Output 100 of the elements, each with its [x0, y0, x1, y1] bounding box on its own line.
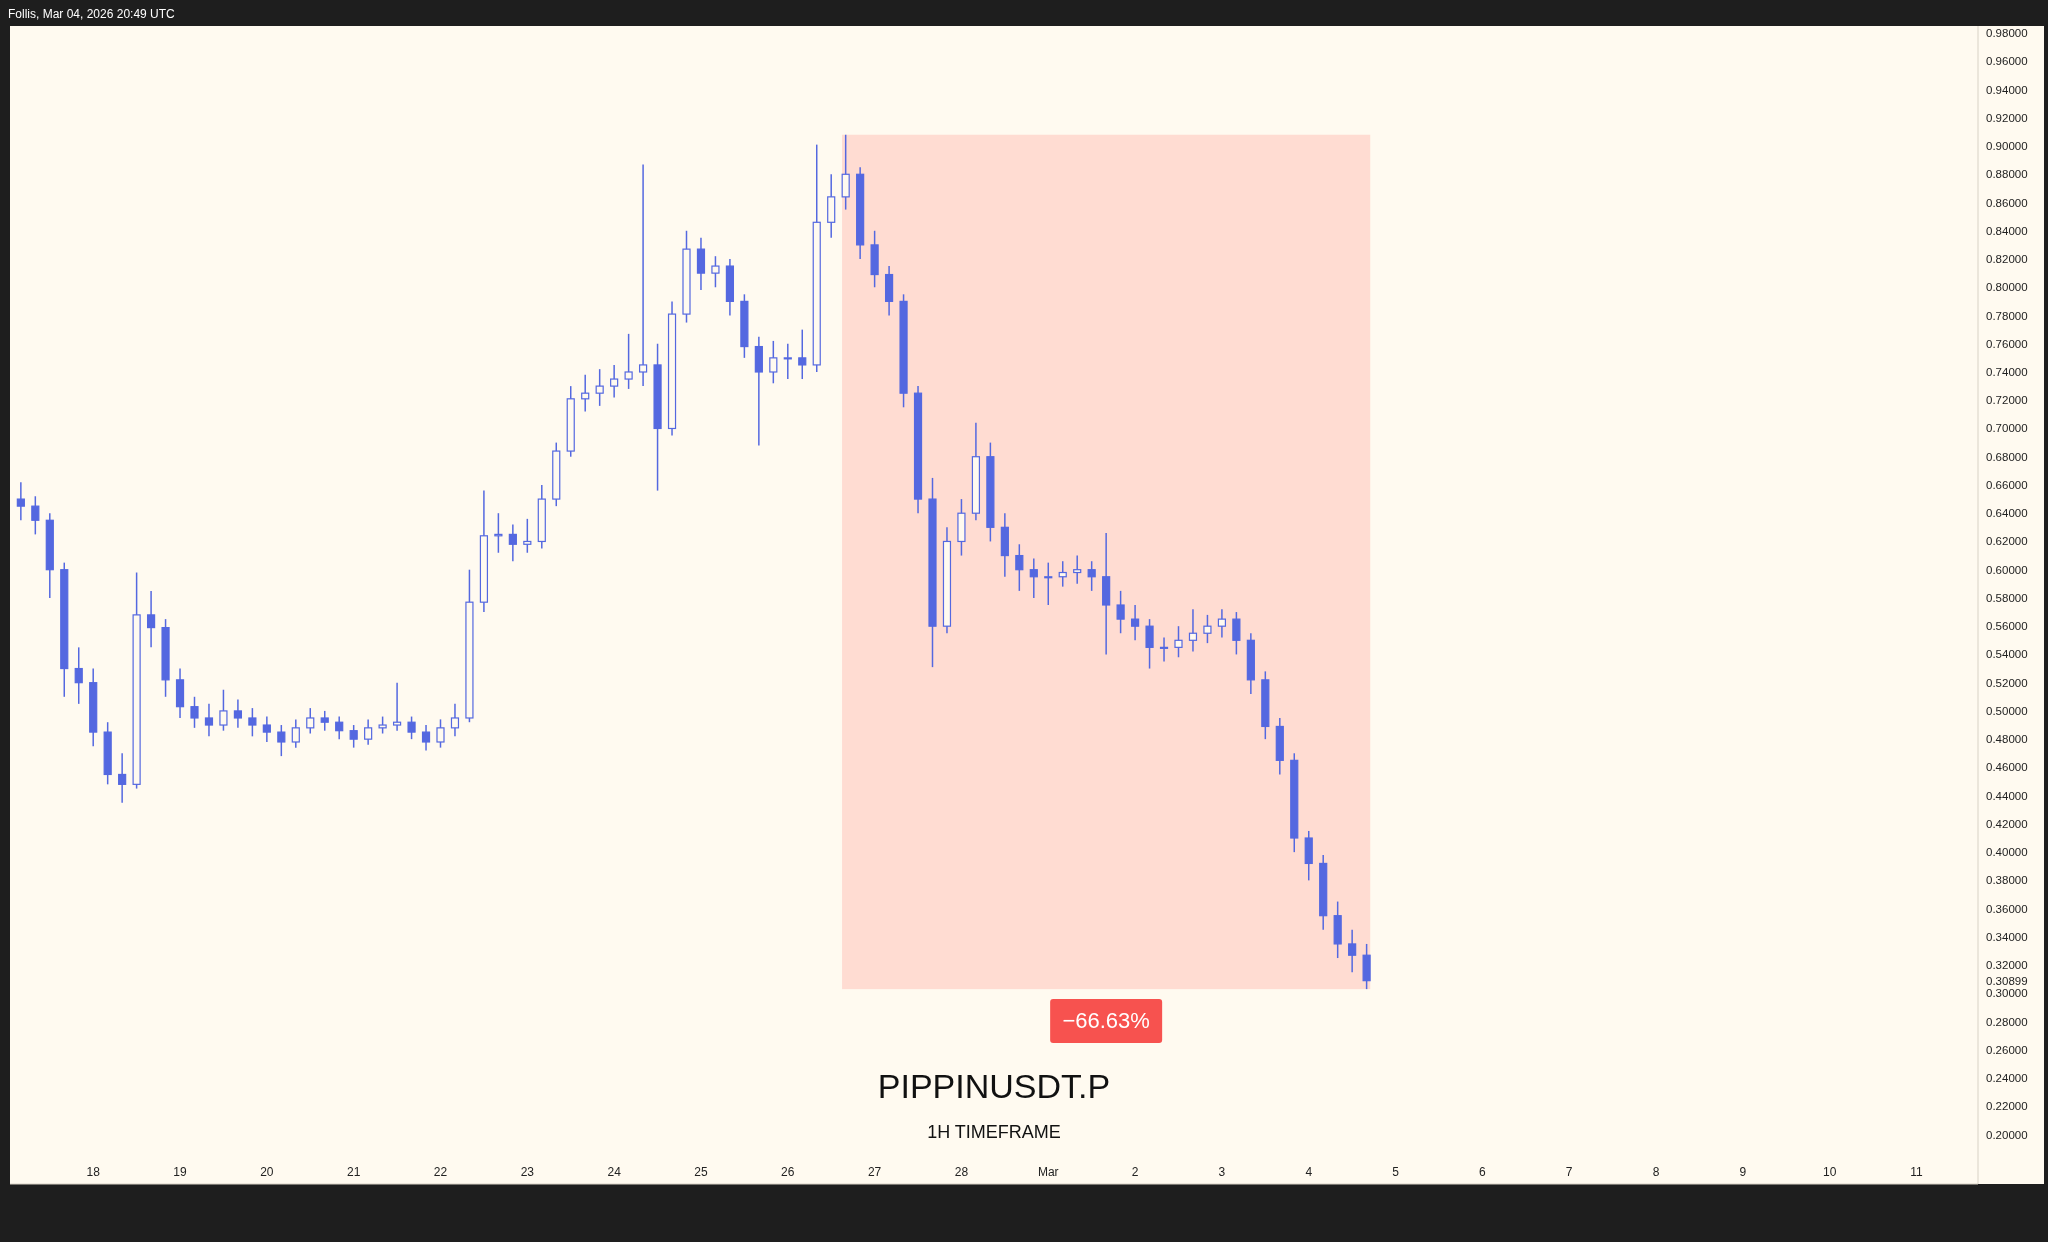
- y-tick-label: 0.56000: [1986, 620, 2028, 633]
- candlestick: [798, 328, 807, 380]
- candlestick: [1145, 618, 1154, 670]
- x-tick-label: 10: [1823, 1165, 1837, 1179]
- y-tick-label: 0.64000: [1986, 507, 2028, 520]
- y-tick-label: 0.52000: [1986, 676, 2028, 689]
- candlestick: [638, 163, 648, 387]
- candlestick: [190, 696, 199, 729]
- y-tick-label: 0.30000: [1986, 987, 2028, 1000]
- x-tick-label: 18: [86, 1165, 101, 1179]
- candlestick: [1044, 561, 1053, 606]
- candlestick: [1015, 543, 1024, 592]
- y-tick-label: 0.76000: [1986, 337, 2028, 350]
- candlestick: [219, 688, 228, 732]
- candlestick: [118, 752, 127, 804]
- y-tick-label: 0.80000: [1986, 281, 2028, 294]
- y-tick-label: 0.58000: [1986, 591, 2028, 604]
- y-tick-label: 0.32000: [1986, 959, 2028, 972]
- y-tick-label: 0.26000: [1986, 1043, 2028, 1056]
- candlestick: [696, 237, 706, 291]
- band-label: −66.63%: [1062, 1008, 1150, 1034]
- y-tick-label: 0.34000: [1986, 930, 2028, 943]
- candlestick: [494, 512, 503, 554]
- y-tick-label: 0.28000: [1986, 1015, 2028, 1028]
- candlestick: [1348, 929, 1357, 973]
- y-tick-label: 0.84000: [1986, 224, 2028, 237]
- candlestick: [783, 342, 792, 380]
- candlestick: [523, 518, 532, 554]
- y-tick-label: 0.30899: [1986, 974, 2028, 987]
- candlestick: [1203, 614, 1212, 644]
- x-tick-label: 23: [520, 1165, 535, 1179]
- x-tick-label: 24: [607, 1165, 622, 1179]
- candlestick: [74, 646, 83, 705]
- candlestick: [841, 133, 850, 211]
- candlestick: [1087, 560, 1096, 592]
- candlestick: [233, 698, 243, 729]
- x-tick-label: 25: [694, 1165, 708, 1179]
- y-tick-label: 0.98000: [1986, 27, 2028, 40]
- candlestick: [1232, 611, 1241, 656]
- x-tick-label: 11: [1910, 1165, 1924, 1179]
- candlestick: [610, 364, 619, 399]
- candlestick: [291, 718, 300, 749]
- x-tick-label: 5: [1392, 1165, 1400, 1179]
- y-tick-label: 0.94000: [1986, 83, 2028, 96]
- y-tick-label: 0.36000: [1986, 902, 2028, 915]
- candlestick: [407, 715, 416, 740]
- candlestick: [1159, 636, 1169, 663]
- y-tick-label: 0.82000: [1986, 253, 2028, 266]
- y-tick-label: 0.38000: [1986, 874, 2028, 887]
- candlestick: [262, 715, 271, 743]
- candlestick: [31, 495, 40, 536]
- candlestick: [349, 724, 358, 749]
- y-tick-label: 0.90000: [1986, 140, 2028, 153]
- y-tick-label: 0.60000: [1986, 563, 2028, 576]
- candlestick: [1073, 554, 1082, 585]
- y-tick-label: 0.44000: [1986, 789, 2028, 802]
- y-tick-label: 0.62000: [1986, 535, 2028, 548]
- y-tick-label: 0.88000: [1986, 168, 2028, 181]
- candlestick: [1116, 590, 1125, 634]
- candlestick: [16, 481, 25, 522]
- y-tick-label: 0.72000: [1986, 394, 2028, 407]
- x-tick-label: 6: [1479, 1165, 1487, 1179]
- x-tick-label: 21: [347, 1165, 361, 1179]
- x-tick-label: 3: [1218, 1165, 1226, 1179]
- x-tick-label: 9: [1739, 1165, 1747, 1179]
- x-tick-label: 7: [1565, 1165, 1573, 1179]
- candlestick: [769, 340, 778, 385]
- y-tick-label: 0.20000: [1986, 1128, 2028, 1141]
- y-tick-label: 0.96000: [1986, 55, 2028, 68]
- y-tick-label: 0.46000: [1986, 761, 2028, 774]
- y-tick-label: 0.48000: [1986, 733, 2028, 746]
- candlestick: [450, 703, 460, 738]
- candlestick: [146, 590, 156, 649]
- x-tick-label: 8: [1652, 1165, 1660, 1179]
- y-tick-label: 0.22000: [1986, 1100, 2028, 1113]
- y-tick-label: 0.66000: [1986, 478, 2028, 491]
- x-tick-label: 26: [781, 1165, 795, 1179]
- y-tick-label: 0.86000: [1986, 196, 2028, 209]
- x-tick-label: 4: [1305, 1165, 1313, 1179]
- y-tick-label: 0.68000: [1986, 450, 2028, 463]
- y-tick-label: 0.78000: [1986, 309, 2028, 322]
- x-tick-label: 19: [173, 1165, 188, 1179]
- x-tick-label: 20: [260, 1165, 274, 1179]
- text: 1H TIMEFRAME: [927, 1122, 1061, 1142]
- y-tick-label: 0.50000: [1986, 704, 2028, 717]
- candlestick: [1029, 557, 1038, 599]
- candlestick: [624, 333, 633, 390]
- candlestick: [392, 681, 402, 732]
- y-tick-label: 0.42000: [1986, 817, 2028, 830]
- y-tick-label: 0.74000: [1986, 365, 2028, 378]
- candlestick: [335, 715, 344, 740]
- candlestick: [1174, 625, 1183, 658]
- x-tick-label: Mar: [1037, 1165, 1059, 1179]
- text: Follis, Mar 04, 2026 20:49 UTC: [8, 7, 176, 21]
- candlestick: [1058, 560, 1067, 588]
- candlestick: [277, 724, 286, 757]
- candlestick: [1188, 608, 1198, 653]
- candlestick: [248, 707, 257, 738]
- candlestick: [204, 703, 214, 738]
- y-tick-label: 0.92000: [1986, 111, 2028, 124]
